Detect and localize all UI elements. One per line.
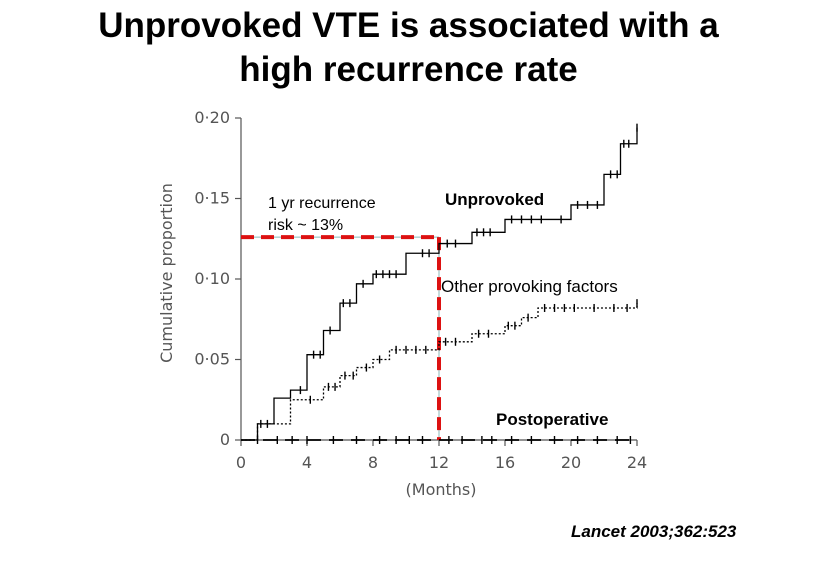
y-axis-label: Cumulative proportion: [157, 183, 176, 363]
reference-lines: [241, 235, 441, 440]
chart-axes: 0 4 8 12 16 20 24 0 0·05 0·10 0·15 0·20: [194, 108, 647, 472]
slide-title: Unprovoked VTE is associated with a high…: [0, 4, 817, 92]
x-tick-label-12: 12: [429, 453, 449, 472]
series-layer: [241, 123, 638, 444]
slide-title-line-1: Unprovoked VTE is associated with a: [98, 6, 719, 45]
x-tick-label-4: 4: [302, 453, 312, 472]
citation: Lancet 2003;362:523: [571, 522, 737, 541]
y-tick-label-4: 0·20: [194, 108, 230, 127]
annotation-line-1: 1 yr recurrence: [268, 195, 376, 212]
labels-layer: Unprovoked Other provoking factors Posto…: [157, 183, 618, 499]
x-tick-label-0: 0: [236, 453, 246, 472]
x-tick-label-8: 8: [368, 453, 378, 472]
x-tick-label-16: 16: [495, 453, 515, 472]
x-axis-label: (Months): [406, 480, 477, 499]
series-line-unprovoked: [241, 127, 638, 441]
series-label-postoperative: Postoperative: [496, 410, 608, 429]
series-line-other-provoking-factors: [241, 303, 638, 441]
y-tick-label-3: 0·15: [194, 189, 230, 208]
y-tick-label-2: 0·10: [194, 269, 230, 288]
series-label-unprovoked: Unprovoked: [445, 190, 544, 209]
y-tick-label-1: 0·05: [194, 350, 230, 369]
y-tick-label-0: 0: [220, 430, 230, 449]
annotation-line-2: risk ~ 13%: [268, 217, 343, 234]
series-label-other-provoking: Other provoking factors: [441, 277, 618, 296]
x-tick-label-20: 20: [561, 453, 581, 472]
x-tick-label-24: 24: [627, 453, 647, 472]
slide-title-line-2: high recurrence rate: [239, 50, 578, 89]
